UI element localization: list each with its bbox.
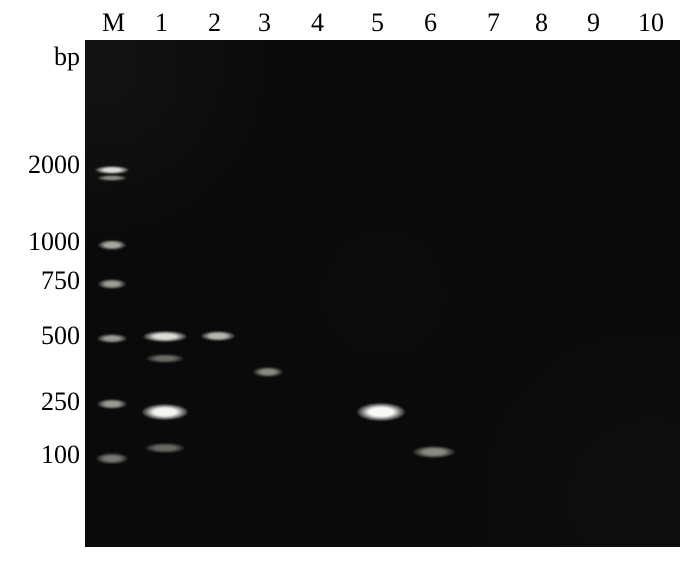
ladder-label: 2000 bbox=[5, 150, 80, 180]
lane-label: 9 bbox=[587, 8, 600, 38]
ladder-label: 100 bbox=[5, 440, 80, 470]
lane-label: 2 bbox=[208, 8, 221, 38]
lane-labels-row: M1 2 3 4 5 6 7 8 9 10 bbox=[0, 8, 688, 38]
gel-band bbox=[95, 166, 129, 174]
gel-band bbox=[98, 240, 126, 250]
gel-band bbox=[413, 446, 455, 458]
gel-band bbox=[253, 367, 283, 377]
gel-band bbox=[146, 354, 184, 363]
gel-band bbox=[98, 279, 126, 289]
ladder-label: 750 bbox=[5, 266, 80, 296]
ladder-label: 500 bbox=[5, 321, 80, 351]
lane-label: 7 bbox=[487, 8, 500, 38]
lane-label: 8 bbox=[535, 8, 548, 38]
gel-band bbox=[143, 331, 187, 342]
gel-band bbox=[357, 403, 405, 421]
gel-band bbox=[97, 334, 127, 343]
ladder-label: 1000 bbox=[5, 227, 80, 257]
lane-label: 5 bbox=[371, 8, 384, 38]
lane-label: 3 bbox=[258, 8, 271, 38]
gel-band bbox=[97, 175, 127, 181]
gel-image bbox=[85, 40, 680, 550]
lane-label: 6 bbox=[424, 8, 437, 38]
ladder-label: 250 bbox=[5, 387, 80, 417]
gel-band bbox=[97, 399, 127, 409]
gel-band bbox=[96, 453, 128, 464]
units-label: bp bbox=[5, 42, 80, 72]
gel-band bbox=[145, 443, 185, 453]
gel-band bbox=[142, 404, 188, 420]
lane-label: 10 bbox=[638, 8, 664, 38]
lane-label: M bbox=[102, 8, 125, 38]
gel-bottom-edge bbox=[85, 547, 680, 550]
lane-label: 4 bbox=[311, 8, 324, 38]
gel-band bbox=[201, 331, 235, 341]
lane-label: 1 bbox=[155, 8, 168, 38]
